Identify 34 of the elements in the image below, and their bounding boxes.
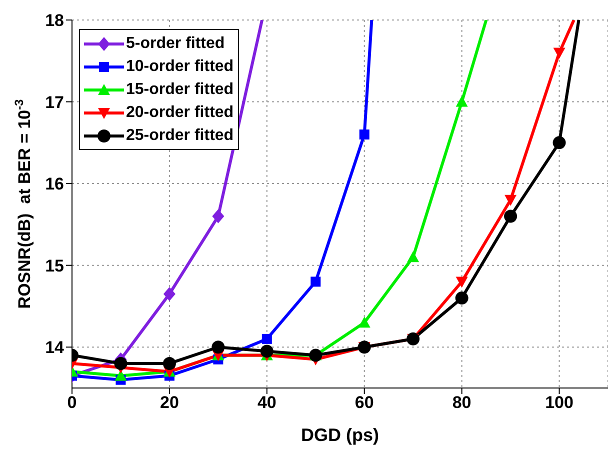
point (553, 48, 566, 59)
point (407, 251, 420, 262)
y-tick-label: 17 (45, 92, 64, 112)
point (212, 340, 225, 354)
legend-label: 15-order fitted (126, 80, 234, 100)
point (163, 286, 176, 301)
x-tick-label: 40 (257, 393, 276, 412)
point (456, 96, 468, 107)
y-tick-label: 16 (45, 174, 64, 194)
point (262, 334, 272, 344)
point (358, 316, 370, 328)
point (504, 194, 517, 206)
legend-label: 5-order fitted (126, 34, 225, 54)
legend-label: 20-order fitted (126, 103, 234, 123)
x-axis-title: DGD (ps) (301, 425, 379, 445)
x-tick-label: 0 (67, 393, 77, 412)
point (552, 136, 566, 150)
point (359, 129, 370, 140)
y-tick-label: 14 (45, 338, 65, 358)
legend-label: 10-order fitted (126, 57, 234, 77)
point (504, 210, 518, 223)
x-tick-label: 80 (452, 393, 472, 412)
x-tick-label: 60 (354, 393, 374, 412)
point (260, 344, 274, 358)
x-tick-label: 20 (160, 393, 179, 412)
legend-label: 25-order fitted (126, 126, 234, 146)
x-tick-label: 100 (545, 393, 574, 412)
point (455, 292, 468, 305)
point (310, 276, 321, 287)
point (162, 356, 176, 370)
y-tick-label: 15 (45, 256, 64, 276)
y-tick-label: 18 (45, 11, 64, 30)
point (212, 209, 224, 224)
point (456, 276, 468, 288)
